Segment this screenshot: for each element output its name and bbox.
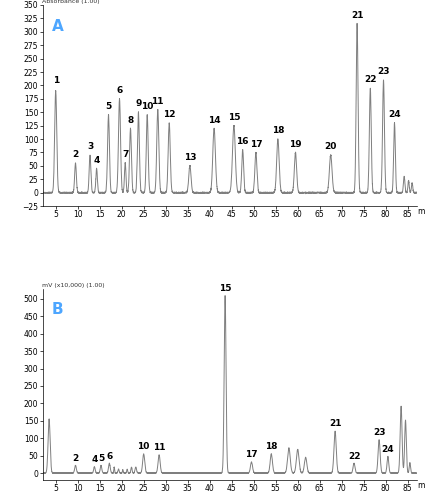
Text: 11: 11: [153, 443, 165, 452]
Text: 24: 24: [388, 110, 401, 119]
Text: 24: 24: [382, 444, 394, 454]
Text: 6: 6: [106, 452, 113, 460]
Text: 19: 19: [289, 140, 302, 148]
Text: 5: 5: [105, 102, 112, 111]
Text: 3: 3: [87, 142, 93, 152]
Text: min: min: [417, 480, 425, 490]
Text: mV (x10,000) (1.00): mV (x10,000) (1.00): [42, 282, 105, 288]
Text: 7: 7: [122, 150, 128, 160]
Text: 1: 1: [53, 76, 59, 86]
Text: 4: 4: [94, 156, 100, 165]
Text: 15: 15: [228, 113, 240, 122]
Text: 4: 4: [91, 455, 98, 464]
Text: 11: 11: [152, 97, 164, 106]
Text: 12: 12: [163, 110, 176, 119]
Text: 21: 21: [329, 420, 341, 428]
Text: 2: 2: [72, 454, 79, 462]
Text: 23: 23: [377, 68, 390, 76]
Text: 6: 6: [116, 86, 123, 95]
Text: 5: 5: [98, 454, 104, 462]
Text: 18: 18: [265, 442, 278, 451]
Text: 18: 18: [272, 126, 284, 136]
Text: 10: 10: [141, 102, 153, 111]
Text: 20: 20: [325, 142, 337, 152]
Text: 13: 13: [184, 153, 196, 162]
Text: 22: 22: [348, 452, 360, 460]
Text: 9: 9: [135, 100, 142, 108]
Text: 17: 17: [249, 140, 262, 148]
Text: Absorbance (1.00): Absorbance (1.00): [42, 0, 100, 4]
Text: 10: 10: [138, 442, 150, 451]
Text: 23: 23: [373, 428, 385, 437]
Text: 21: 21: [351, 11, 363, 20]
Text: 2: 2: [72, 150, 79, 160]
Text: B: B: [52, 302, 63, 317]
Text: 8: 8: [128, 116, 133, 124]
Text: 16: 16: [236, 137, 249, 146]
Text: 15: 15: [219, 284, 231, 292]
Text: 22: 22: [364, 76, 377, 84]
Text: min: min: [417, 207, 425, 216]
Text: A: A: [52, 19, 64, 34]
Text: 14: 14: [208, 116, 221, 124]
Text: 17: 17: [245, 450, 258, 459]
